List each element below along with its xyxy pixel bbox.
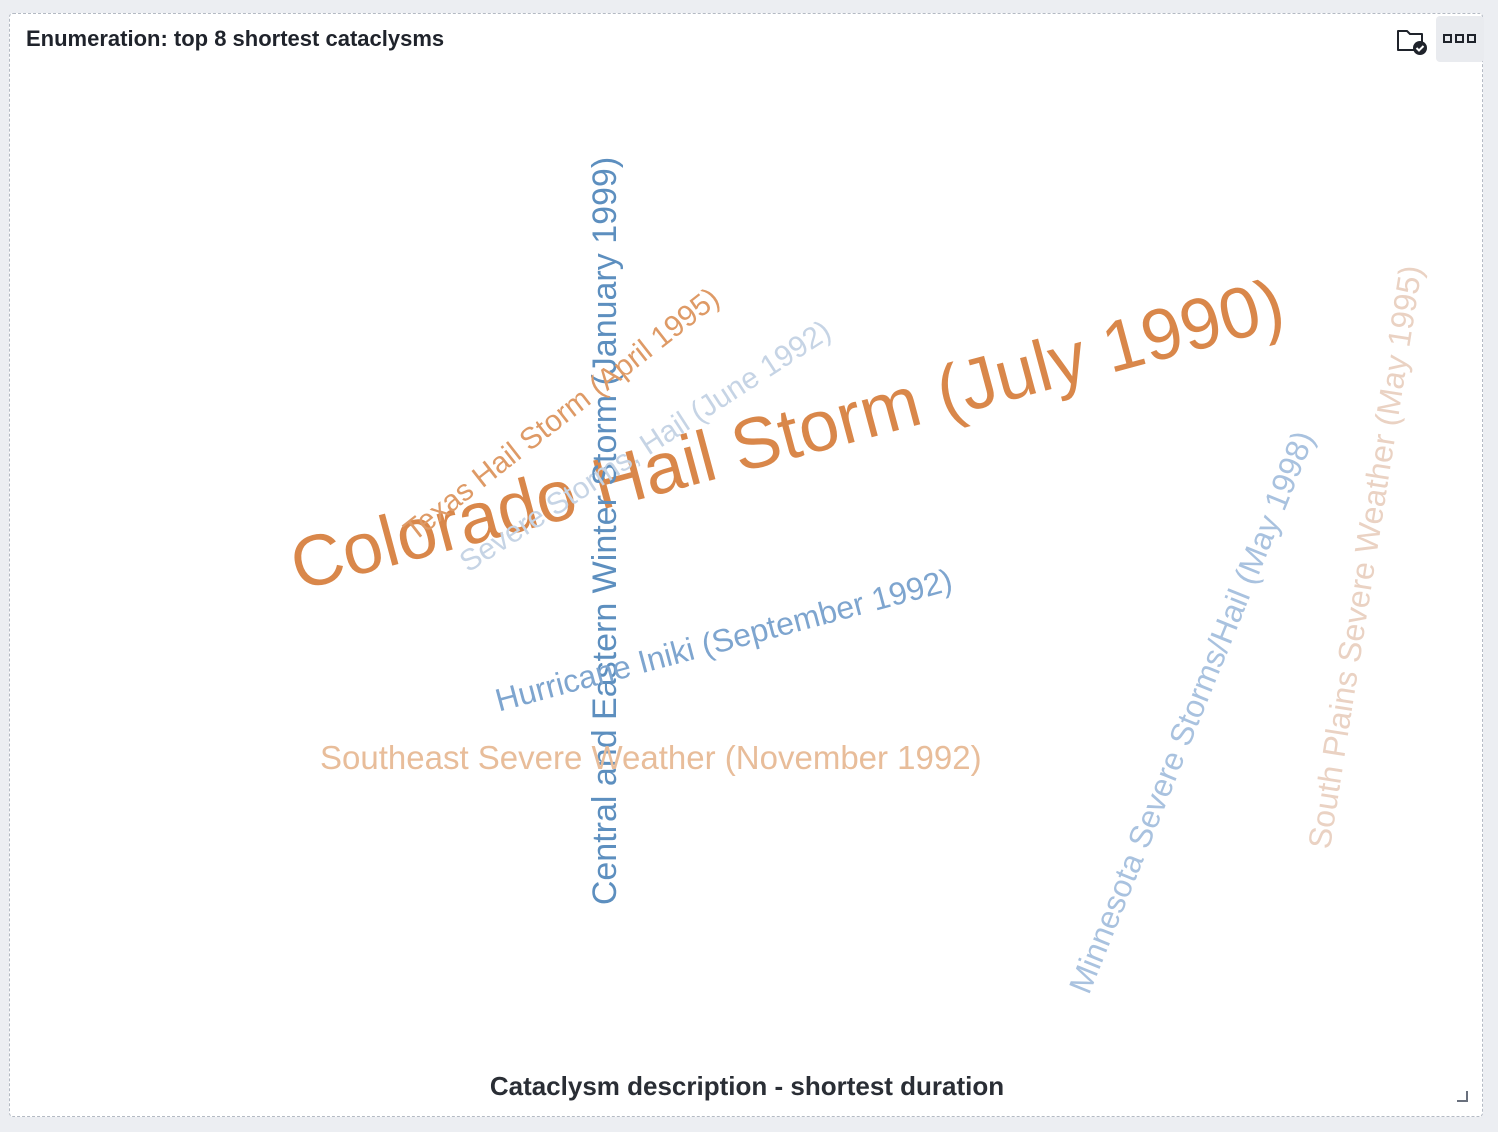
cloud-word[interactable]: Hurricane Iniki (September 1992) (491, 561, 956, 719)
cloud-word[interactable]: Minnesota Severe Storms/Hail (May 1998) (1061, 425, 1322, 999)
x-axis-label: Cataclysm description - shortest duratio… (489, 1071, 1005, 1101)
cloud-word[interactable]: Central and Eastern Winter Storm (Januar… (586, 156, 625, 906)
panel-title: Enumeration: top 8 shortest cataclysms (26, 26, 445, 51)
cloud-word[interactable]: Southeast Severe Weather (November 1992) (320, 739, 982, 776)
more-options-icon (1443, 34, 1476, 43)
cloud-word[interactable]: South Plains Severe Weather (May 1995) (1301, 262, 1429, 852)
folder-check-icon (1397, 30, 1427, 55)
resize-handle[interactable] (1457, 1091, 1468, 1102)
more-options-button[interactable] (1436, 16, 1484, 62)
folder-check-button[interactable] (1390, 20, 1434, 62)
word-cloud: Colorado Hail Storm (July 1990) Central … (10, 14, 1484, 1118)
cloud-word[interactable]: Colorado Hail Storm (July 1990) (282, 263, 1293, 607)
visualization-panel: Enumeration: top 8 shortest cataclysms C… (9, 13, 1484, 1118)
